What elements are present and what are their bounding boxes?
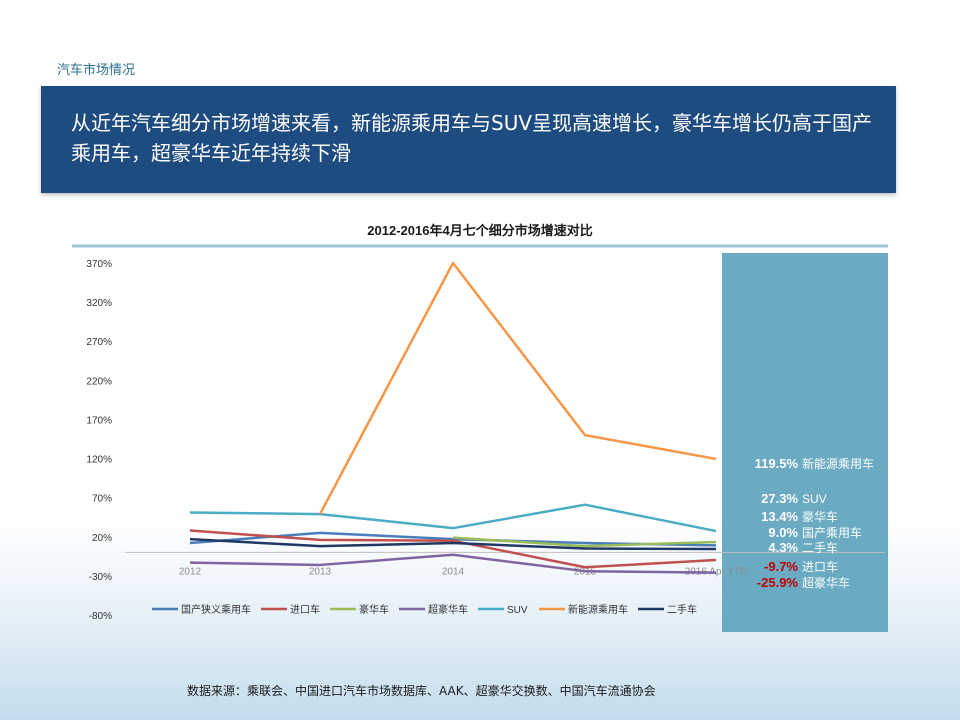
series-line bbox=[189, 537, 717, 551]
series-line bbox=[452, 536, 717, 548]
y-tick-label: 70% bbox=[92, 494, 112, 505]
legend-label: 进口车 bbox=[290, 603, 320, 616]
series-line bbox=[189, 503, 717, 533]
chart-title: 2012-2016年4月七个细分市场增速对比 bbox=[367, 223, 592, 238]
y-tick-label: 120% bbox=[86, 455, 112, 466]
annotation-label: 新能源乘用车 bbox=[802, 456, 874, 471]
legend-label: 豪华车 bbox=[359, 603, 389, 616]
y-tick-label: 320% bbox=[86, 298, 112, 309]
y-tick-label: 170% bbox=[86, 415, 112, 426]
y-tick-label: 220% bbox=[86, 376, 112, 387]
section-label: 汽车市场情况 bbox=[57, 63, 136, 78]
growth-line-chart: 2012-2016年4月七个细分市场增速对比 -80% -30% 20% 70% 120%… bbox=[72, 223, 888, 632]
y-tick-label: 270% bbox=[86, 337, 112, 348]
annotation-value: 9.0% bbox=[768, 525, 798, 540]
legend-label: 新能源乘用车 bbox=[568, 603, 628, 616]
annotation-value: -9.7% bbox=[764, 559, 798, 574]
series-line bbox=[318, 261, 717, 515]
annotation-value: 4.3% bbox=[768, 540, 798, 555]
annotation-value: 119.5% bbox=[755, 456, 799, 471]
annotation-value: -25.9% bbox=[757, 575, 799, 590]
x-tick-label: 2012 bbox=[179, 566, 202, 577]
x-tick-label: 2013 bbox=[309, 566, 332, 577]
legend-label: 二手车 bbox=[667, 603, 697, 616]
y-tick-label: -30% bbox=[89, 572, 112, 583]
headline-text: 从近年汽车细分市场增速来看，新能源乘用车与SUV呈现高速增长，豪华车增长仍高于国… bbox=[71, 111, 873, 165]
headline-banner: 从近年汽车细分市场增速来看，新能源乘用车与SUV呈现高速增长，豪华车增长仍高于国… bbox=[41, 86, 896, 193]
legend-label: 超豪华车 bbox=[428, 603, 468, 616]
x-tick-label: 2014 bbox=[442, 566, 465, 577]
annotation-label: SUV bbox=[802, 492, 827, 506]
series-line bbox=[189, 553, 717, 574]
legend-label: SUV bbox=[507, 605, 528, 616]
y-tick-label: -80% bbox=[89, 611, 112, 622]
annotation-label: 国产乘用车 bbox=[802, 525, 862, 540]
annotation-label: 超豪华车 bbox=[802, 575, 850, 590]
legend-label: 国产狭义乘用车 bbox=[181, 603, 251, 616]
annotation-label: 进口车 bbox=[802, 559, 838, 574]
series-line bbox=[189, 529, 717, 569]
highlight-panel bbox=[722, 253, 888, 632]
y-tick-label: 370% bbox=[86, 259, 112, 270]
annotation-label: 二手车 bbox=[802, 540, 838, 555]
data-source-note: 数据来源：乘联会、中国进口汽车市场数据库、AAK、超豪华交换数、中国汽车流通协会 bbox=[187, 684, 656, 698]
annotation-label: 豪华车 bbox=[802, 509, 838, 524]
annotation-value: 13.4% bbox=[761, 509, 798, 524]
y-tick-label: 20% bbox=[92, 533, 112, 544]
annotation-value: 27.3% bbox=[761, 491, 798, 506]
